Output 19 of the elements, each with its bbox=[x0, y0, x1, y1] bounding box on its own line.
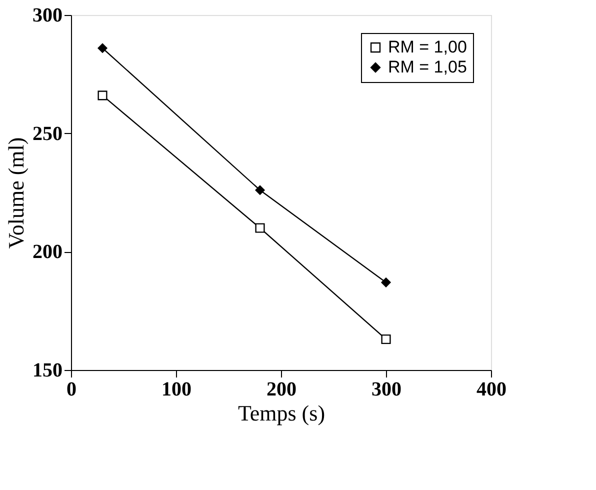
point bbox=[381, 278, 391, 288]
x-tick-label: 100 bbox=[162, 378, 192, 400]
legend-label: RM = 1,00 bbox=[388, 38, 467, 56]
point bbox=[381, 334, 391, 344]
y-tick-label: 200 bbox=[32, 241, 62, 264]
point bbox=[255, 223, 265, 233]
x-axis-title: Temps (s) bbox=[238, 400, 326, 426]
y-tick-label: 250 bbox=[32, 122, 62, 145]
x-tick-label: 300 bbox=[372, 378, 402, 400]
x-tick-label: 400 bbox=[476, 378, 506, 400]
y-tick-label: 300 bbox=[32, 4, 62, 26]
x-tick-label: 0 bbox=[66, 378, 76, 400]
point bbox=[98, 43, 108, 53]
x-tick-label: 200 bbox=[266, 378, 296, 400]
y-tick-label: 150 bbox=[32, 360, 62, 382]
point bbox=[255, 185, 265, 195]
point bbox=[98, 90, 108, 100]
legend-label: RM = 1,05 bbox=[388, 58, 467, 76]
y-axis-title: Volume (ml) bbox=[4, 137, 28, 249]
